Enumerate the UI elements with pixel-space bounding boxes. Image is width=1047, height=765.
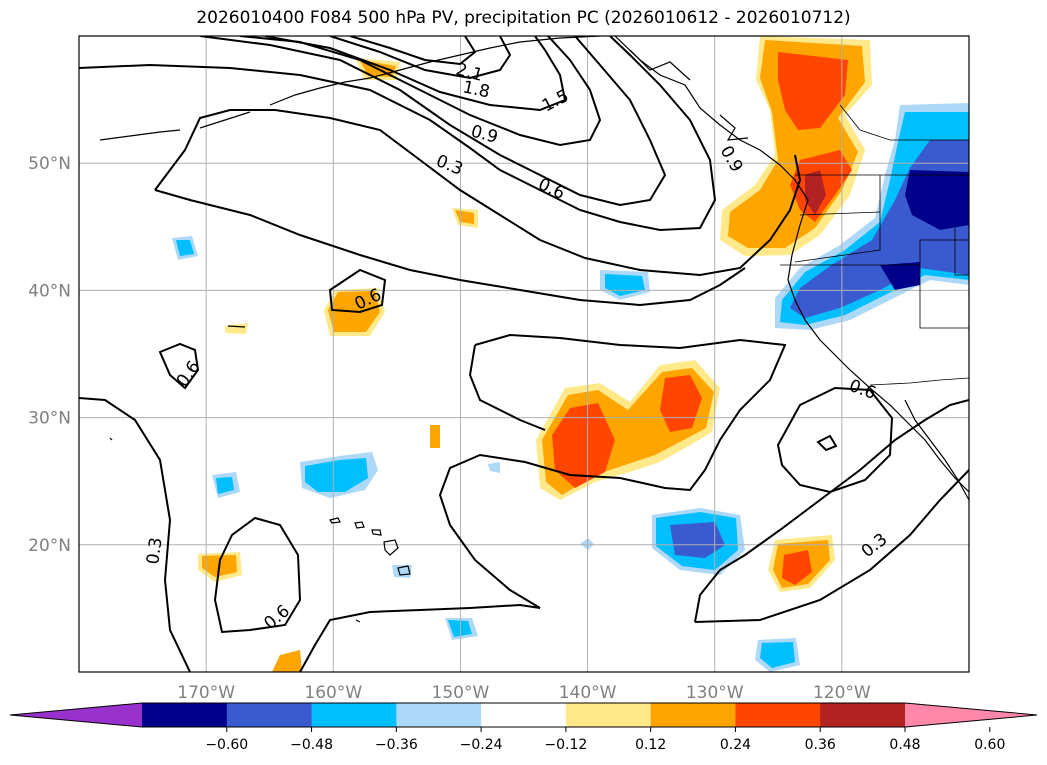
lon-tick-label: 120°W [813, 683, 871, 703]
contour-0-6-east [776, 386, 894, 494]
colorbar-segment [735, 703, 821, 727]
contour-0-6-southwest [213, 516, 302, 634]
hawaii-islands [329, 517, 411, 576]
border-us-mexico [869, 377, 969, 386]
colorbar-outline [9, 702, 1038, 728]
shading-positive-small [198, 58, 835, 672]
colorbar-segment [396, 703, 482, 727]
contour-label: 0.3 [858, 530, 892, 562]
contour-0-3-west [79, 397, 191, 672]
contour-0-6-left [158, 342, 200, 390]
colorbar-tick-label: 0.24 [720, 737, 751, 753]
lon-tick-label: 160°W [304, 683, 362, 703]
contour-label: 0.6 [260, 601, 294, 634]
contour-1-8 [329, 36, 512, 80]
colorbar-segment [311, 703, 397, 727]
pv-contours [79, 36, 969, 672]
lat-tick-label: 30°N [28, 409, 71, 429]
contour-0-6-island [328, 268, 387, 314]
contour-0-3-north [79, 36, 717, 232]
lon-tick-label: 150°W [432, 683, 490, 703]
contour-0-3-closed-north [154, 109, 802, 277]
coastline-north-america [614, 36, 969, 493]
colorbar-extend-max [905, 703, 1037, 727]
coastline-baja [904, 399, 969, 501]
contour-label: 0.9 [716, 143, 747, 176]
contour-0-3-east [694, 399, 969, 623]
map-frame [78, 35, 970, 673]
lat-tick-label: 50°N [28, 154, 71, 174]
colorbar-segment [481, 703, 567, 727]
colorbar-tick-label: −0.24 [460, 737, 503, 753]
colorbar-extend-min [10, 703, 142, 727]
gridlines [79, 36, 969, 672]
contour-2-1 [349, 36, 477, 66]
colorbar-tick-label: −0.36 [375, 737, 418, 753]
lon-tick-label: 170°W [177, 683, 235, 703]
lat-tick-label: 40°N [28, 281, 71, 301]
borders [780, 104, 969, 386]
contour-label: 1.5 [539, 86, 572, 116]
lat-tick-label: 20°N [28, 536, 71, 556]
contour-0-3-central [299, 333, 787, 672]
shading-positive-northwest [720, 36, 872, 256]
contour-0-9 [239, 36, 602, 147]
colorbar-tick-label: −0.48 [290, 737, 333, 753]
contour-label: 0.6 [173, 357, 205, 391]
colorbar-tick-label: 0.48 [889, 737, 920, 753]
lon-tick-label: 140°W [559, 683, 617, 703]
colorbar-tick-label: −0.12 [544, 737, 587, 753]
contour-label: 0.6 [535, 174, 568, 204]
shading-negative-west-us [775, 103, 969, 330]
precipitation-shading [172, 36, 969, 672]
contour-label: 0.6 [846, 376, 878, 404]
colorbar-tick-label: −0.60 [205, 737, 248, 753]
colorbar-segment [226, 703, 313, 727]
contour-0-6-north [199, 36, 667, 207]
colorbar-tick-label: 0.36 [805, 737, 836, 753]
colorbar-tick-label: 0.12 [635, 737, 666, 753]
colorbar-segment [650, 703, 736, 727]
colorbar-segment [820, 703, 906, 727]
map-title: 2026010400 F084 500 hPa PV, precipitatio… [196, 8, 851, 28]
longitude-labels: 170°W 160°W 150°W 140°W 130°W 120°W [177, 683, 871, 703]
colorbar-tick-label: 0.60 [974, 737, 1005, 753]
latitude-labels: 20°N 30°N 40°N 50°N [28, 154, 71, 556]
lon-tick-label: 130°W [686, 683, 744, 703]
colorbar: −0.60 −0.48 −0.36 −0.24 −0.12 0.12 0.24 0.36 0.4… [9, 702, 1038, 753]
shading-negative-small [172, 236, 800, 672]
contour-1-5 [264, 36, 567, 112]
colorbar-segment [142, 703, 228, 727]
contour-label: 0.3 [143, 536, 167, 566]
colorbar-segment [565, 703, 652, 727]
